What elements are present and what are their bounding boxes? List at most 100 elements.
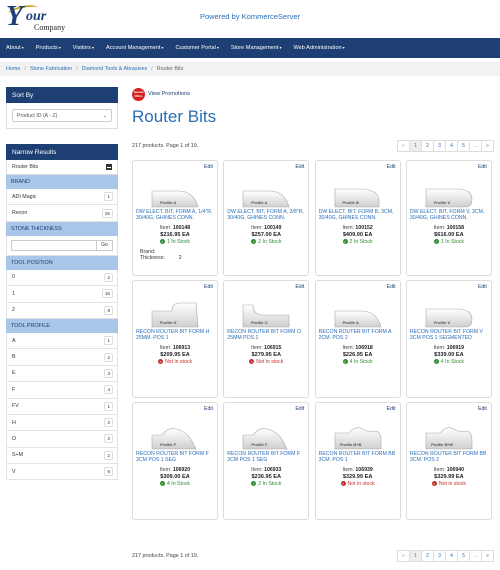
company-logo[interactable]: Y our Company: [6, 1, 76, 35]
product-image[interactable]: Profile A: [319, 289, 397, 329]
product-card[interactable]: Edit Profile H RECON ROUTER BIT FORM H 25M…: [132, 280, 218, 398]
product-image[interactable]: Profile H: [136, 289, 214, 329]
brand-filter-item[interactable]: Recon 26: [6, 205, 118, 222]
profile-image-label: Profile V: [433, 200, 450, 205]
product-name-link[interactable]: DW ELECT. BIT, FORM B, 3CM, 30/40G, GHIN…: [318, 209, 394, 222]
remove-filter-icon[interactable]: [106, 164, 112, 170]
product-image[interactable]: Profile F: [136, 411, 214, 451]
product-name-link[interactable]: DW ELECT. BIT, FORM A, 1/4"R, 30/40G, GH…: [136, 209, 213, 222]
view-promotions-link[interactable]: View Promotions: [148, 91, 190, 97]
edit-link[interactable]: Edit: [477, 406, 487, 412]
product-image[interactable]: Profile V: [410, 289, 488, 329]
edit-link[interactable]: Edit: [295, 164, 305, 170]
edit-link[interactable]: Edit: [386, 164, 396, 170]
position-filter-item[interactable]: 1 15: [6, 286, 118, 303]
edit-link[interactable]: Edit: [295, 406, 305, 412]
edit-link[interactable]: Edit: [386, 406, 396, 412]
product-name-link[interactable]: RECON ROUTER BIT FORM BB 3CM. POS 1: [318, 451, 396, 464]
x-circle-icon: ×: [431, 481, 437, 487]
stock-label: 2 In Stock: [349, 238, 373, 245]
nav-item-web-administration[interactable]: Web Administration▾: [293, 45, 344, 51]
product-name-link[interactable]: RECON ROUTER BIT FORM F 3CM POS 1 SEG: [136, 451, 209, 464]
product-name-link[interactable]: RECON ROUTER BIT FORM A 2CM. POS 2: [318, 329, 392, 342]
product-card[interactable]: Edit Profile A RECON ROUTER BIT FORM A 2CM…: [314, 280, 401, 398]
sort-select[interactable]: Product ID (A - Z) ⌄: [12, 109, 112, 122]
product-name-link[interactable]: RECON ROUTER BIT FORM V 3CM POS 1 SEGMEN…: [409, 329, 483, 342]
profile-filter-item[interactable]: S+M 2: [6, 447, 118, 465]
product-card[interactable]: Edit Profile B DW ELECT. BIT, FORM B, 3CM,…: [314, 160, 401, 276]
profile-image-label: Profile B+B: [339, 442, 362, 447]
product-card[interactable]: Edit Profile F RECON ROUTER BIT FORM F 3CM…: [132, 402, 218, 520]
nav-item-products[interactable]: Products▾: [36, 45, 61, 51]
product-name-link[interactable]: RECON ROUTER BIT FORM O 25MM POS 1: [227, 329, 301, 342]
breadcrumb-item[interactable]: Diamond Tools & Abrasives: [81, 66, 148, 72]
product-name-link[interactable]: RECON ROUTER BIT FORM BB 3CM. POS 2: [409, 451, 487, 464]
nav-item-store-management[interactable]: Store Management▾: [231, 45, 282, 51]
nav-item-visitors[interactable]: Visitors▾: [73, 45, 94, 51]
product-image[interactable]: Profile B: [319, 169, 397, 209]
stock-label: Not in stock: [164, 358, 193, 365]
product-image[interactable]: Profile O: [227, 289, 305, 329]
product-image[interactable]: Profile B+B: [319, 411, 397, 451]
profile-image-label: Profile A: [342, 320, 359, 325]
thickness-go-button[interactable]: Go: [97, 239, 113, 251]
product-card[interactable]: Edit Profile A DW ELECT. BIT, FORM A, 3/8"…: [223, 160, 310, 276]
edit-link[interactable]: Edit: [204, 406, 213, 412]
product-count-bottom: 217 products. Page 1 of 19.: [132, 553, 199, 559]
product-card[interactable]: Edit Profile O RECON ROUTER BIT FORM O 25M…: [223, 280, 310, 398]
product-name-link[interactable]: RECON ROUTER BIT FORM H 25MM. POS 1: [136, 329, 210, 342]
product-image[interactable]: Profile A: [227, 169, 305, 209]
profile-filter-label: V: [12, 468, 16, 475]
position-filter-label: 1: [12, 290, 15, 297]
top-pager-row: 217 products. Page 1 of 19. «1 2 3 4 5...»: [132, 137, 494, 155]
product-image[interactable]: Profile V: [410, 169, 488, 209]
page-link[interactable]: 1: [409, 140, 422, 152]
product-name-link[interactable]: RECON ROUTER BIT FORM F 2CM POS 1 SEG: [227, 451, 301, 464]
breadcrumb-item[interactable]: Home: [6, 66, 21, 72]
product-name-link[interactable]: DW ELECT. BIT, FORM V, 3CM, 30/40G, GHIN…: [409, 209, 485, 222]
product-name-link[interactable]: DW ELECT. BIT, FORM A, 3/8"R, 30/40G, GH…: [227, 209, 304, 222]
edit-link[interactable]: Edit: [204, 164, 213, 170]
product-card[interactable]: Edit Profile F RECON ROUTER BIT FORM F 2CM…: [223, 402, 310, 520]
check-circle-icon: ✓: [433, 239, 439, 245]
profile-image-label: Profile A: [159, 200, 177, 205]
nav-item-about[interactable]: About▾: [6, 45, 24, 51]
nav-item-account-management[interactable]: Account Management▾: [106, 45, 163, 51]
brand-filter-item[interactable]: ADI Magic 1: [6, 189, 118, 206]
edit-link[interactable]: Edit: [477, 284, 487, 290]
edit-link[interactable]: Edit: [477, 164, 487, 170]
page-link[interactable]: »: [481, 550, 494, 562]
powered-by-link[interactable]: Powered by KommerceServer: [199, 12, 301, 21]
product-card[interactable]: Edit Profile V RECON ROUTER BIT FORM V 3CM…: [405, 280, 492, 398]
edit-link[interactable]: Edit: [204, 284, 213, 290]
product-card[interactable]: Edit Profile B+B RECON ROUTER BIT FORM BB …: [405, 402, 492, 520]
product-card[interactable]: Edit Profile B+B RECON ROUTER BIT FORM BB …: [314, 402, 401, 520]
page-link[interactable]: »: [481, 140, 494, 152]
edit-link[interactable]: Edit: [386, 284, 396, 290]
nav-item-customer-portal[interactable]: Customer Portal▾: [175, 45, 218, 51]
check-circle-icon: ✓: [251, 481, 257, 487]
product-image[interactable]: Profile A: [136, 169, 214, 209]
product-image[interactable]: Profile B+B: [410, 411, 488, 451]
logo-text-our: our: [26, 9, 47, 24]
breadcrumb-item[interactable]: Stone Fabrication: [29, 66, 73, 72]
product-image[interactable]: Profile F: [227, 411, 305, 451]
item-value: 100148: [172, 224, 191, 231]
selected-filter-router-bits[interactable]: Router Bits: [6, 160, 118, 175]
special-offers-badge[interactable]: Special Offers: [132, 87, 145, 101]
product-card[interactable]: Edit Profile V DW ELECT. BIT, FORM V, 3CM,…: [405, 160, 492, 276]
caret-down-icon: ▾: [161, 45, 164, 50]
profile-filter-item[interactable]: FV 1: [6, 398, 118, 415]
edit-link[interactable]: Edit: [295, 284, 305, 290]
product-card[interactable]: Edit Profile A DW ELECT. BIT, FORM A, 1/4"…: [132, 160, 218, 276]
thickness-input[interactable]: [11, 239, 97, 251]
